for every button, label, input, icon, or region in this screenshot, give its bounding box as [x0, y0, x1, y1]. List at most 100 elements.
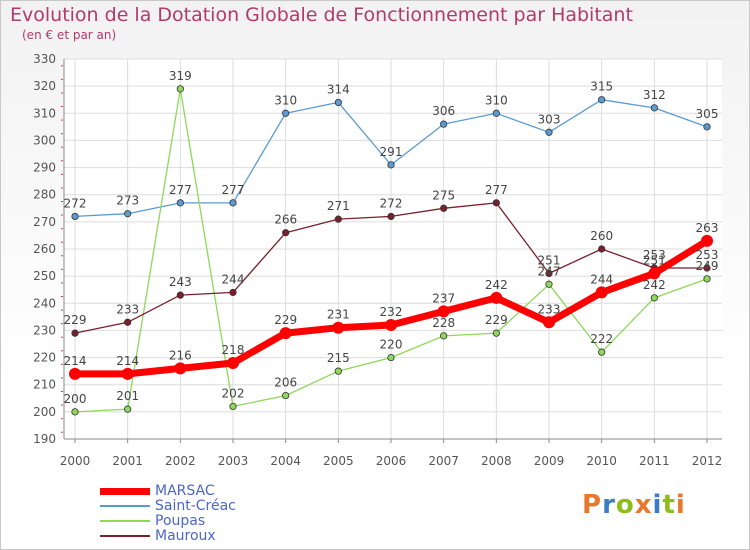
data-label-saint-cr-ac: 310	[274, 93, 297, 107]
data-label-poupas: 229	[485, 313, 508, 327]
data-point-poupas	[492, 329, 500, 337]
data-point-mauroux	[229, 288, 237, 297]
y-tick-label: 210	[33, 378, 56, 392]
data-point-poupas	[440, 332, 448, 340]
x-tick-label: 2004	[270, 454, 301, 468]
logo-letter: i	[675, 490, 686, 520]
data-point-saint-cr-ac	[176, 199, 184, 207]
data-point-poupas	[545, 280, 553, 288]
data-label-marsac: 251	[643, 253, 666, 267]
data-label-mauroux: 277	[485, 183, 508, 197]
data-label-marsac: 244	[590, 272, 613, 286]
y-tick-label: 220	[33, 351, 56, 365]
data-label-marsac: 242	[485, 278, 508, 292]
data-point-poupas	[650, 294, 658, 302]
data-label-poupas: 247	[538, 264, 561, 278]
data-point-mauroux	[176, 291, 184, 299]
data-point-poupas	[124, 405, 132, 413]
y-tick-label: 310	[33, 106, 56, 120]
data-label-mauroux: 275	[432, 188, 455, 202]
data-point-poupas	[334, 367, 342, 375]
data-point-poupas	[598, 348, 606, 356]
data-label-saint-cr-ac: 314	[327, 82, 350, 96]
data-point-poupas	[71, 408, 79, 416]
data-point-marsac	[701, 234, 713, 247]
data-label-marsac: 218	[222, 343, 245, 357]
data-label-mauroux: 266	[274, 213, 297, 227]
data-point-marsac	[174, 362, 187, 375]
data-label-saint-cr-ac: 305	[696, 107, 719, 121]
data-point-marsac	[648, 267, 661, 280]
data-point-saint-cr-ac	[598, 96, 606, 104]
data-label-marsac: 232	[380, 305, 403, 319]
logo-letter: o	[615, 490, 635, 520]
x-tick-label: 2000	[60, 454, 91, 468]
x-tick-label: 2007	[428, 454, 459, 468]
data-point-marsac	[332, 321, 345, 334]
chart-subtitle: (en € et par an)	[22, 28, 117, 42]
data-label-marsac: 263	[696, 221, 719, 235]
chart-title: Evolution de la Dotation Globale de Fonc…	[10, 4, 633, 26]
data-label-poupas: 202	[222, 386, 245, 400]
x-tick-label: 2003	[218, 454, 249, 468]
data-point-saint-cr-ac	[71, 212, 79, 221]
legend-swatch	[100, 505, 150, 507]
x-tick-label: 2009	[534, 454, 565, 468]
data-label-saint-cr-ac: 273	[116, 194, 139, 208]
y-tick-label: 280	[33, 188, 56, 202]
data-label-saint-cr-ac: 303	[538, 112, 561, 126]
data-label-poupas: 206	[274, 376, 297, 390]
data-point-marsac	[595, 286, 608, 299]
data-point-poupas	[703, 275, 711, 283]
data-point-marsac	[121, 367, 134, 380]
data-label-marsac: 214	[64, 354, 87, 368]
y-tick-label: 270	[33, 215, 56, 229]
data-point-saint-cr-ac	[282, 109, 290, 117]
x-tick-label: 2005	[323, 454, 354, 468]
data-point-mauroux	[282, 229, 290, 237]
data-point-poupas	[387, 353, 395, 362]
data-point-marsac	[385, 319, 397, 331]
x-tick-label: 2001	[112, 454, 143, 468]
data-label-mauroux: 253	[643, 248, 666, 262]
data-label-marsac: 233	[538, 302, 561, 316]
data-point-marsac	[69, 367, 81, 380]
y-tick-label: 260	[33, 242, 56, 256]
data-label-marsac: 231	[327, 308, 350, 322]
data-label-poupas: 249	[696, 259, 719, 273]
data-point-saint-cr-ac	[440, 120, 448, 128]
legend-label: Mauroux	[155, 528, 216, 544]
data-point-mauroux	[545, 269, 553, 278]
y-tick-label: 250	[33, 269, 56, 283]
legend-swatch	[100, 487, 150, 495]
data-label-poupas: 215	[327, 351, 350, 365]
data-label-poupas: 319	[169, 69, 192, 83]
data-label-mauroux: 229	[64, 313, 87, 327]
data-point-marsac	[227, 357, 239, 369]
data-label-saint-cr-ac: 291	[380, 145, 403, 159]
data-label-saint-cr-ac: 312	[643, 88, 666, 102]
data-point-saint-cr-ac	[703, 123, 711, 131]
data-point-saint-cr-ac	[124, 210, 132, 218]
data-point-marsac	[279, 327, 292, 340]
y-tick-label: 300	[33, 133, 56, 147]
data-label-mauroux: 251	[538, 253, 561, 267]
data-point-mauroux	[334, 215, 342, 223]
data-point-saint-cr-ac	[492, 109, 500, 117]
logo-letter: r	[602, 490, 616, 520]
legend-swatch	[100, 535, 150, 537]
data-label-poupas: 228	[432, 316, 455, 330]
legend-label: MARSAC	[155, 483, 215, 499]
data-label-saint-cr-ac: 277	[169, 183, 192, 197]
data-point-marsac	[437, 305, 450, 318]
legend-label: Poupas	[155, 513, 206, 529]
data-label-marsac: 216	[169, 348, 192, 362]
data-point-saint-cr-ac	[545, 128, 553, 136]
data-point-mauroux	[71, 329, 79, 337]
data-label-mauroux: 253	[696, 248, 719, 262]
x-tick-label: 2008	[481, 454, 512, 468]
data-label-saint-cr-ac: 310	[485, 93, 508, 107]
data-label-mauroux: 243	[169, 275, 192, 289]
legend-label: Saint-Créac	[155, 498, 236, 514]
y-tick-label: 320	[33, 79, 56, 93]
